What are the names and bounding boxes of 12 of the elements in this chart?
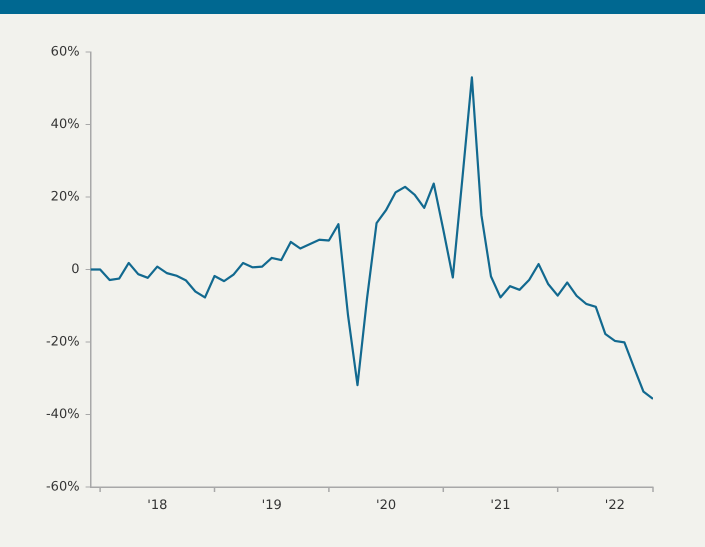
x-tick-label: '21 [490,498,511,513]
x-tick-label: '22 [604,498,625,513]
y-tick-label: 40% [50,116,80,132]
y-tick-label: -20% [46,334,80,350]
y-tick-label: -40% [46,406,80,422]
y-tick-label: 20% [50,189,80,204]
y-tick-label: -60% [46,479,80,494]
y-tick-label: 60% [50,44,80,60]
y-tick-label: 0 [71,262,80,277]
x-tick-label: '18 [147,498,168,513]
x-tick-label: '20 [376,498,396,513]
x-tick-label: '19 [262,498,282,513]
